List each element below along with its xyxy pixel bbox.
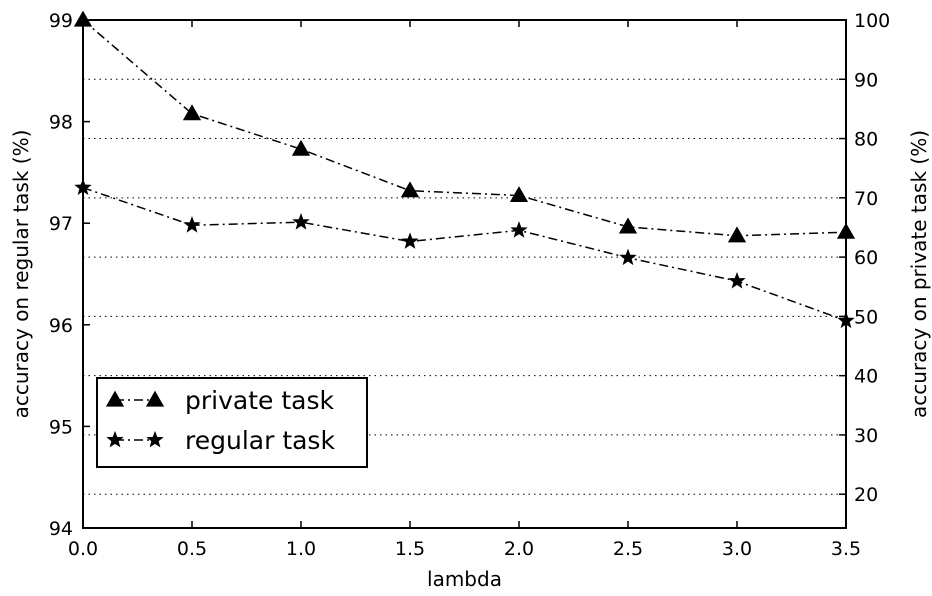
y-axis-right-label: accuracy on private task (%) — [907, 130, 931, 418]
legend-item: regular task — [106, 426, 335, 455]
plot-frame — [82, 19, 847, 529]
y-right-tick-label: 90 — [854, 69, 878, 91]
y-left-tick-label: 97 — [49, 213, 73, 235]
triangle-marker — [400, 181, 420, 198]
legend-item: private task — [105, 386, 334, 415]
y-right-tick-label: 40 — [854, 366, 878, 388]
x-tick-label: 3.0 — [722, 538, 752, 560]
y-left-tick-label: 96 — [49, 315, 73, 337]
triangle-marker — [182, 104, 202, 121]
axis-ticks: 0.0 0.5 1.0 1.5 2.0 2.5 3.0 3.5 94 95 96 97 98 99 20 30… — [49, 10, 890, 560]
x-tick-label: 0.5 — [177, 538, 207, 560]
y-right-tick-label: 60 — [854, 247, 878, 269]
legend-label: regular task — [185, 426, 335, 455]
y-left-tick-label: 99 — [49, 10, 73, 32]
legend-star-marker — [146, 430, 164, 448]
y-left-tick-label: 98 — [49, 112, 73, 134]
y-right-tick-label: 70 — [854, 188, 878, 210]
x-tick-label: 0.0 — [68, 538, 98, 560]
y-left-tick-label: 95 — [49, 416, 73, 438]
y-right-tick-label: 20 — [854, 484, 878, 506]
y-left-tick-label: 94 — [49, 518, 73, 540]
triangle-marker — [727, 226, 747, 243]
star-marker — [401, 232, 419, 249]
y-right-tick-label: 30 — [854, 425, 878, 447]
x-tick-label: 2.5 — [613, 538, 643, 560]
legend-triangle-marker — [145, 390, 165, 407]
x-tick-label: 3.5 — [831, 538, 861, 560]
star-marker — [183, 216, 201, 233]
x-tick-label: 2.0 — [504, 538, 534, 560]
star-marker — [292, 213, 310, 230]
legend-items: private task regular task — [105, 386, 335, 455]
series-line — [82, 19, 847, 237]
legend: private task regular task — [96, 377, 368, 468]
series-line — [82, 186, 847, 322]
triangle-marker — [618, 217, 638, 234]
legend-star-marker — [106, 430, 124, 448]
y-right-tick-label: 100 — [854, 10, 890, 32]
triangle-marker — [509, 186, 529, 203]
legend-label: private task — [185, 386, 334, 415]
legend-triangle-marker — [105, 390, 125, 407]
star-marker — [728, 271, 746, 289]
legend-box — [96, 377, 368, 468]
series-private-task — [73, 10, 856, 243]
y-axis-left-label: accuracy on regular task (%) — [9, 130, 33, 419]
x-axis-label: lambda — [427, 567, 502, 591]
x-tick-label: 1.0 — [286, 538, 316, 560]
triangle-marker — [291, 139, 311, 156]
y-right-tick-label: 50 — [854, 306, 878, 328]
x-tick-label: 1.5 — [395, 538, 425, 560]
series-regular-task — [74, 178, 855, 329]
y-right-tick-label: 80 — [854, 129, 878, 151]
star-marker — [510, 221, 528, 238]
star-marker — [619, 248, 637, 266]
series-layer — [73, 10, 856, 329]
